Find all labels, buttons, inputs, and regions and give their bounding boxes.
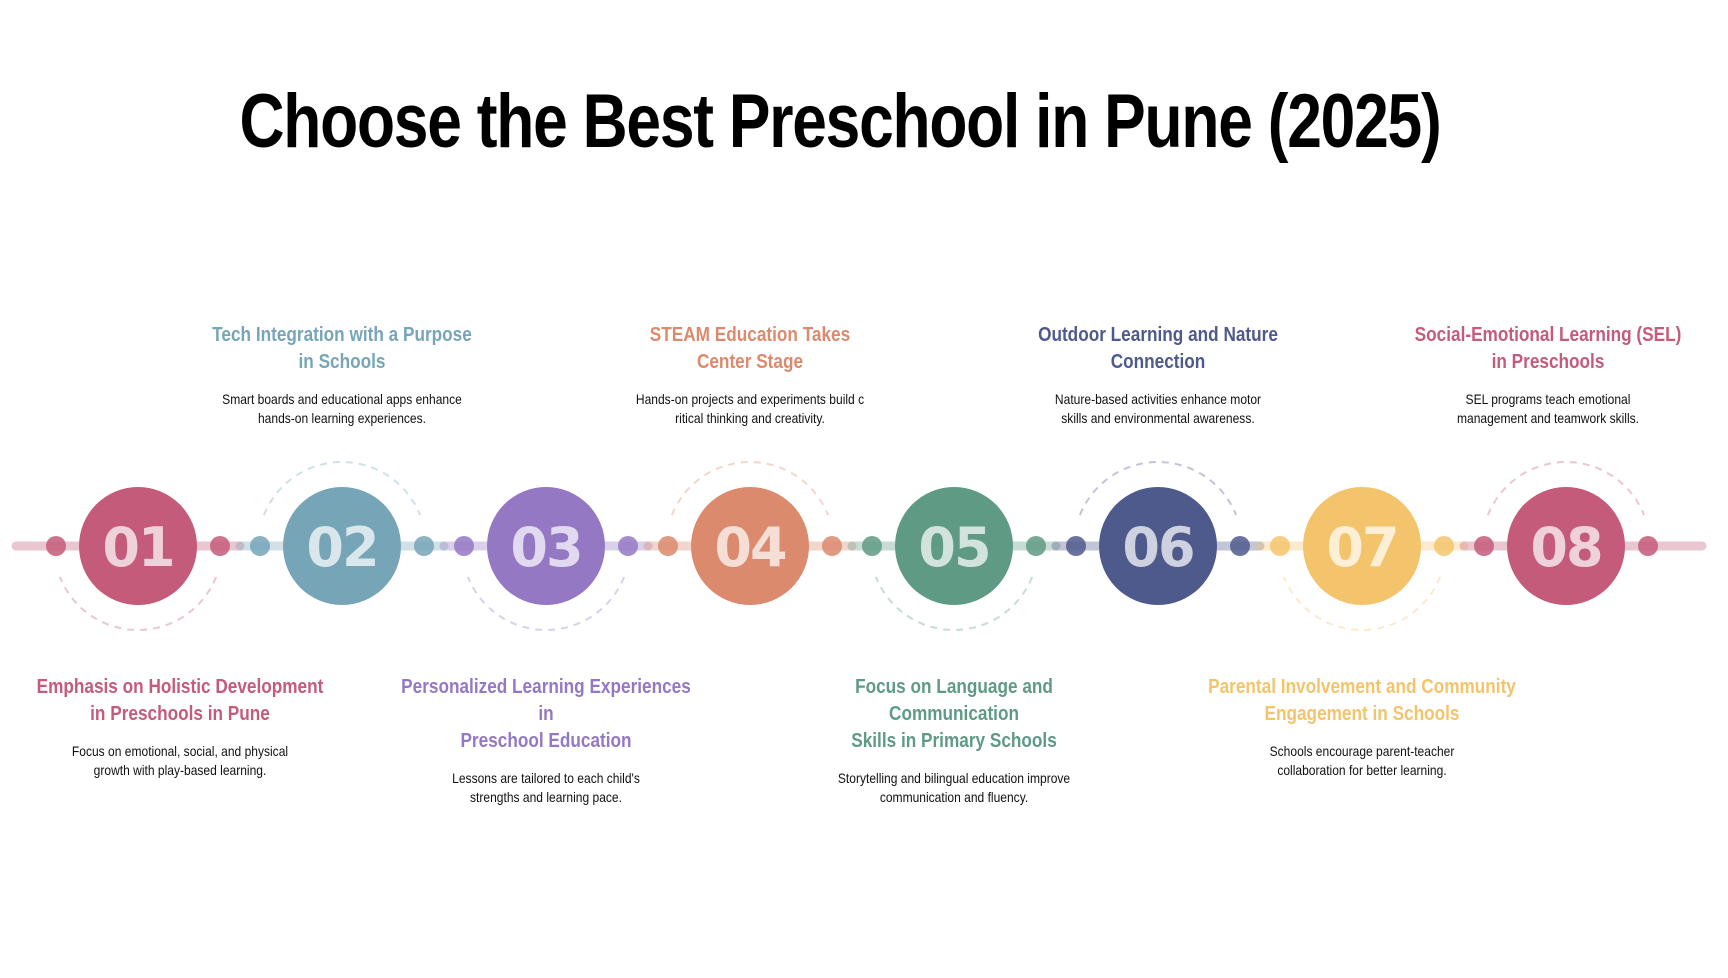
dashed-ring-04 [670, 461, 830, 516]
dashed-ring-02 [262, 461, 422, 516]
step-number-02: 02 [306, 516, 377, 579]
right-dot-04 [822, 536, 842, 556]
right-dot-03 [618, 536, 638, 556]
step-circle-02 [283, 487, 401, 605]
step-number-01: 01 [102, 516, 173, 579]
step-text-02: Tech Integration with a Purpose in Schoo… [162, 322, 522, 428]
step-circle-04 [691, 487, 809, 605]
step-description-05: Storytelling and bilingual education imp… [837, 770, 1071, 805]
step-description-08: SEL programs teach emotional management … [1456, 391, 1640, 426]
step-description-03: Lessons are tailored to each child's str… [452, 770, 640, 805]
step-circle-01 [79, 487, 197, 605]
left-dot-01 [46, 536, 66, 556]
step-description-01: Focus on emotional, social, and physical… [71, 743, 289, 778]
left-dot-03 [454, 536, 474, 556]
step-number-08: 08 [1530, 516, 1601, 579]
dashed-ring-06 [1078, 461, 1238, 516]
left-dot-08 [1474, 536, 1494, 556]
step-heading-08: Social-Emotional Learning (SEL) in Presc… [1414, 324, 1682, 373]
step-heading-04: STEAM Education Takes Center Stage [649, 324, 851, 373]
step-text-01: Emphasis on Holistic Development in Pres… [0, 674, 360, 780]
timeline-node-06: 06 [1066, 461, 1250, 605]
step-text-07: Parental Involvement and Community Engag… [1182, 674, 1542, 780]
dashed-ring-01 [58, 576, 218, 631]
step-text-08: Social-Emotional Learning (SEL) in Presc… [1368, 322, 1728, 428]
step-description-02: Smart boards and educational apps enhanc… [222, 391, 462, 426]
step-circle-03 [487, 487, 605, 605]
step-number-07: 07 [1326, 516, 1397, 579]
step-text-06: Outdoor Learning and Nature Connection Na… [978, 322, 1338, 428]
step-circle-07 [1303, 487, 1421, 605]
dashed-ring-05 [874, 576, 1034, 631]
step-number-06: 06 [1122, 516, 1193, 579]
step-heading-01: Emphasis on Holistic Development in Pres… [36, 676, 324, 725]
right-dot-01 [210, 536, 230, 556]
step-description-07: Schools encourage parent-teacher collabo… [1269, 743, 1455, 778]
step-number-05: 05 [918, 516, 989, 579]
left-dot-05 [862, 536, 882, 556]
timeline-node-01: 01 [46, 487, 230, 631]
step-circle-05 [895, 487, 1013, 605]
right-dot-07 [1434, 536, 1454, 556]
dashed-ring-03 [466, 576, 626, 631]
step-heading-07: Parental Involvement and Community Engag… [1208, 676, 1516, 725]
dashed-ring-07 [1282, 576, 1442, 631]
step-description-06: Nature-based activities enhance motor sk… [1054, 391, 1262, 426]
timeline-node-07: 07 [1270, 487, 1454, 631]
right-dot-05 [1026, 536, 1046, 556]
step-heading-03: Personalized Learning Experiences in Pre… [401, 676, 691, 752]
left-dot-04 [658, 536, 678, 556]
right-dot-02 [414, 536, 434, 556]
timeline-node-03: 03 [454, 487, 638, 631]
step-text-03: Personalized Learning Experiences in Pre… [366, 674, 726, 807]
step-number-03: 03 [510, 516, 581, 579]
timeline-node-04: 04 [658, 461, 842, 605]
right-dot-06 [1230, 536, 1250, 556]
timeline-node-05: 05 [862, 487, 1046, 631]
right-dot-08 [1638, 536, 1658, 556]
step-description-04: Hands-on projects and experiments build … [635, 391, 865, 426]
step-circle-08 [1507, 487, 1625, 605]
step-heading-02: Tech Integration with a Purpose in Schoo… [212, 324, 472, 373]
step-circle-06 [1099, 487, 1217, 605]
timeline-node-08: 08 [1474, 461, 1658, 605]
step-text-04: STEAM Education Takes Center Stage Hands-… [570, 322, 930, 428]
dashed-ring-08 [1486, 461, 1646, 516]
timeline-node-02: 02 [250, 461, 434, 605]
step-text-05: Focus on Language and Communication Skil… [774, 674, 1134, 807]
step-number-04: 04 [714, 516, 786, 579]
left-dot-07 [1270, 536, 1290, 556]
step-heading-06: Outdoor Learning and Nature Connection [1038, 324, 1278, 373]
step-heading-05: Focus on Language and Communication Skil… [851, 676, 1057, 752]
page-title: Choose the Best Preschool in Pune (2025) [239, 79, 1442, 164]
left-dot-02 [250, 536, 270, 556]
left-dot-06 [1066, 536, 1086, 556]
